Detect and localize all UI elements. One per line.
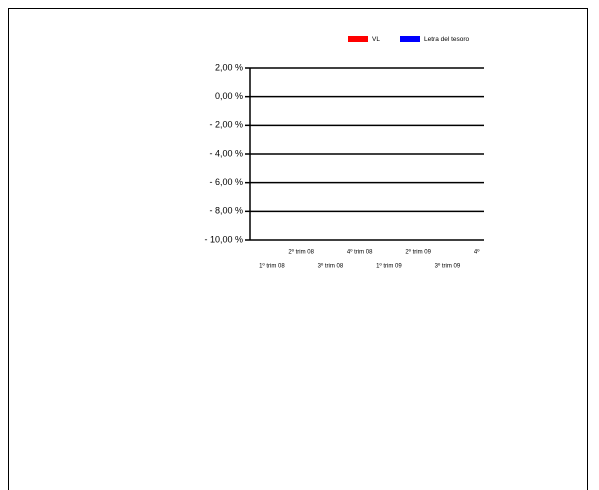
frame [8, 8, 588, 490]
y-tick-label: - 8,00 % [209, 206, 243, 216]
x-tick-label: 2º trim 09 [405, 249, 431, 256]
legend-swatch [348, 36, 368, 42]
x-tick-label: 1º trim 08 [259, 263, 285, 270]
x-tick-label: 4º [474, 249, 480, 256]
x-tick-label: 3º trim 08 [318, 263, 344, 270]
y-tick-label: 2,00 % [215, 62, 243, 72]
y-tick-label: - 4,00 % [209, 148, 243, 158]
x-tick-label: 2º trim 08 [288, 249, 314, 256]
y-tick-label: - 10,00 % [204, 234, 243, 244]
legend-label: VL [372, 36, 380, 43]
legend-label: Letra del tesoro [424, 36, 470, 43]
x-tick-label: 4º trim 08 [347, 249, 373, 256]
y-tick-label: 0,00 % [215, 91, 243, 101]
x-tick-label: 3º trim 09 [435, 263, 461, 270]
y-tick-label: - 6,00 % [209, 177, 243, 187]
legend-swatch [400, 36, 420, 42]
x-tick-label: 1º trim 09 [376, 263, 402, 270]
y-tick-label: - 2,00 % [209, 120, 243, 130]
